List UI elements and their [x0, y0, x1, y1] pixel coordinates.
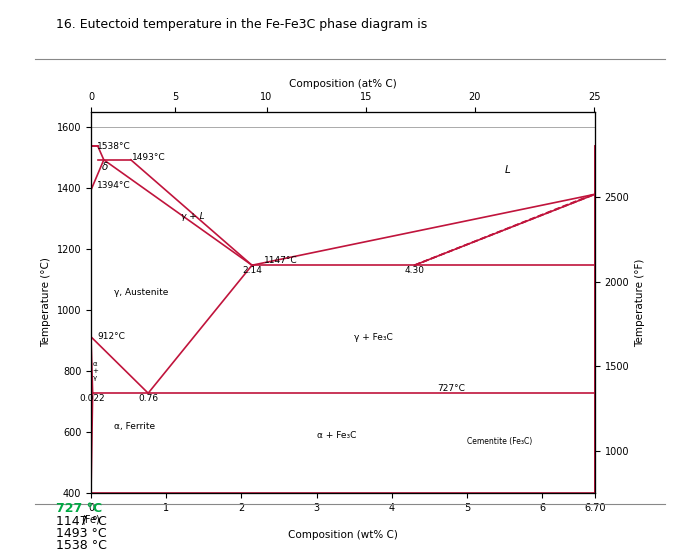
Y-axis label: Temperature (°C): Temperature (°C): [41, 258, 51, 347]
Text: γ + Fe₃C: γ + Fe₃C: [354, 333, 393, 343]
Text: 16. Eutectoid temperature in the Fe-Fe3C phase diagram is: 16. Eutectoid temperature in the Fe-Fe3C…: [56, 18, 427, 31]
Text: 1538°C: 1538°C: [97, 142, 131, 151]
Text: 1147°C: 1147°C: [264, 256, 298, 265]
Text: δ: δ: [102, 162, 108, 172]
Text: 2.14: 2.14: [242, 267, 262, 276]
Text: 727 °C: 727 °C: [56, 502, 102, 515]
Text: 0.022: 0.022: [80, 394, 106, 403]
Text: 1147 °C: 1147 °C: [56, 515, 106, 528]
Y-axis label: Temperature (°F): Temperature (°F): [635, 258, 645, 347]
X-axis label: Composition (at% C): Composition (at% C): [289, 79, 397, 88]
Text: 1538 °C: 1538 °C: [56, 539, 107, 552]
Text: 0.76: 0.76: [138, 394, 158, 403]
Text: L: L: [505, 165, 510, 175]
Text: 1493 °C: 1493 °C: [56, 527, 106, 540]
Text: 1493°C: 1493°C: [132, 153, 166, 162]
Text: γ, Austenite: γ, Austenite: [113, 288, 168, 297]
Text: 912°C: 912°C: [97, 332, 125, 342]
X-axis label: Composition (wt% C): Composition (wt% C): [288, 530, 398, 540]
Text: α + Fe₃C: α + Fe₃C: [316, 431, 356, 440]
Text: γ + L: γ + L: [181, 212, 205, 221]
Text: α
+
γ: α + γ: [92, 361, 98, 381]
Text: Cementite (Fe₃C): Cementite (Fe₃C): [467, 437, 533, 446]
Text: 727°C: 727°C: [437, 384, 465, 393]
Text: α, Ferrite: α, Ferrite: [113, 422, 155, 431]
Text: 4.30: 4.30: [405, 267, 424, 276]
Text: 1394°C: 1394°C: [97, 181, 131, 190]
